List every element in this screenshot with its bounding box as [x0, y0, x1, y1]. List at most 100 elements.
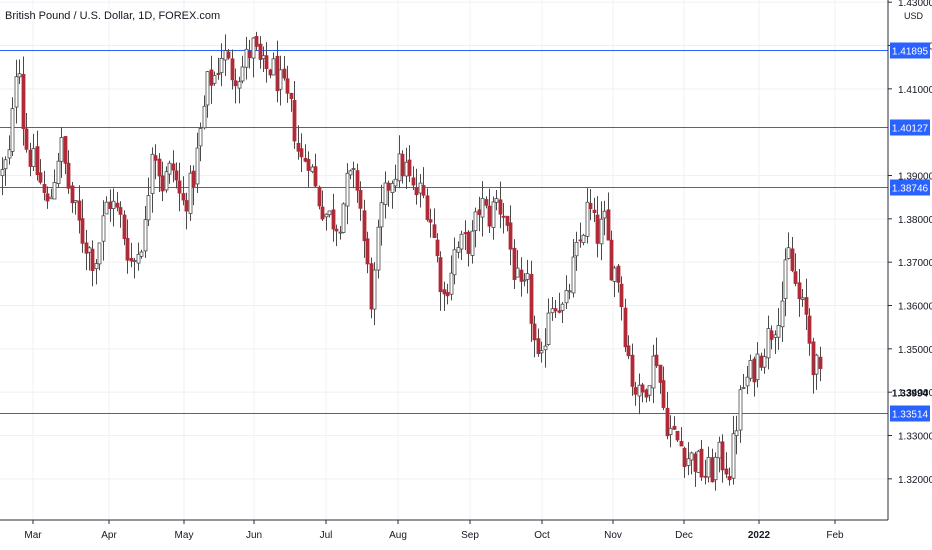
candle-bull [418, 182, 423, 194]
candle-bear [63, 136, 68, 164]
candle-bull [567, 290, 572, 293]
candle-bull [546, 312, 551, 345]
candle-bull [261, 55, 266, 60]
candle-bear [665, 407, 670, 437]
candle-bull [390, 182, 395, 193]
candle-bear [84, 242, 89, 254]
candle-bear [654, 354, 659, 367]
candle-bear [306, 159, 311, 171]
candle-bear [724, 468, 729, 475]
candle-bear [640, 384, 645, 393]
y-tick-label: 1.36000 [898, 302, 932, 313]
axes [0, 0, 889, 521]
horizontal-line-label-bg [890, 42, 930, 59]
candle-bear [633, 387, 638, 395]
candle-bull [543, 345, 548, 351]
candle-bull [470, 230, 475, 256]
candle-bear [606, 209, 611, 241]
candle-bull [786, 247, 791, 259]
horizontal-line-label: 1.33514 [892, 410, 929, 421]
candle-bear [362, 210, 367, 242]
horizontal-line-label-bg [890, 179, 930, 196]
candle-bear [616, 265, 621, 283]
x-tick-label: Nov [604, 530, 622, 541]
candle-bear [125, 237, 130, 261]
candle-bear [658, 364, 663, 383]
candle-bull [143, 219, 148, 252]
candle-bull [748, 360, 753, 379]
x-axis-ticks[interactable]: Mar Apr May Jun Jul Aug Sep Oct Nov Dec 2022 Feb [24, 520, 844, 541]
candle-bear [313, 166, 318, 187]
candle-bear [129, 258, 134, 262]
x-tick-label: Mar [24, 530, 42, 541]
candle-bear [216, 72, 221, 75]
candle-bear [536, 338, 541, 354]
candle-bull [198, 128, 203, 147]
candle-bear [807, 315, 812, 344]
candle-bull [372, 269, 377, 310]
candle-bull [219, 58, 224, 74]
candle-bull [111, 200, 116, 210]
candle-bear [477, 209, 482, 215]
candle-bear [505, 215, 510, 226]
candle-bear [797, 282, 802, 300]
candle-bull [800, 297, 805, 300]
candle-bull [139, 251, 144, 257]
candle-bear [264, 55, 269, 70]
candle-bull [101, 215, 106, 242]
candle-bull [738, 389, 743, 431]
candle-bull [188, 172, 193, 214]
candle-bull [14, 76, 19, 108]
candle-bull [651, 355, 656, 389]
candle-bear [661, 380, 666, 408]
candle-bull [581, 234, 586, 244]
horizontal-line-label: 1.40127 [892, 124, 929, 135]
candle-bull [338, 231, 343, 234]
candle-bear [77, 200, 82, 221]
chart-title: British Pound / U.S. Dollar, 1D, FOREX.c… [5, 10, 220, 22]
candle-bull [686, 458, 691, 466]
candle-bull [327, 210, 332, 216]
candle-bear [793, 271, 798, 284]
candle-bull [223, 50, 228, 61]
x-tick-label: 2022 [748, 530, 771, 541]
candle-bear [115, 202, 120, 208]
candle-bear [90, 248, 95, 271]
candle-bear [672, 425, 677, 430]
candle-bull [734, 430, 739, 437]
candle-bull [10, 108, 15, 152]
candle-bear [80, 218, 85, 244]
candle-bull [731, 433, 736, 479]
candle-bull [404, 161, 409, 177]
candle-bull [491, 201, 496, 228]
candle-bear [811, 341, 816, 376]
candle-bear [285, 78, 290, 94]
candle-bull [706, 456, 711, 478]
candle-bear [153, 155, 158, 161]
y-tick-label: 1.43000 [898, 0, 932, 9]
candle-bear [487, 205, 492, 227]
candle-bull [713, 456, 718, 481]
x-tick-label: Jul [320, 530, 333, 541]
candle-bull [539, 350, 544, 354]
candle-bear [630, 354, 635, 387]
candle-bear [407, 159, 412, 177]
candle-bear [28, 149, 33, 167]
candle-bull [348, 170, 353, 176]
candle-bear [682, 447, 687, 468]
candle-bull [762, 356, 767, 368]
candle-bear [42, 183, 47, 193]
candle-bear [626, 345, 631, 357]
candle-bear [282, 68, 287, 79]
currency-label: USD [904, 11, 924, 21]
candle-bull [689, 452, 694, 461]
candle-bull [776, 325, 781, 338]
horizontal-line-label-bg [890, 119, 930, 136]
candle-bear [769, 330, 774, 340]
horizontal-line-label-bg [890, 405, 930, 422]
candle-bear [35, 146, 40, 176]
candle-bull [278, 69, 283, 90]
x-tick-label: May [175, 530, 194, 541]
candle-bull [449, 272, 454, 295]
